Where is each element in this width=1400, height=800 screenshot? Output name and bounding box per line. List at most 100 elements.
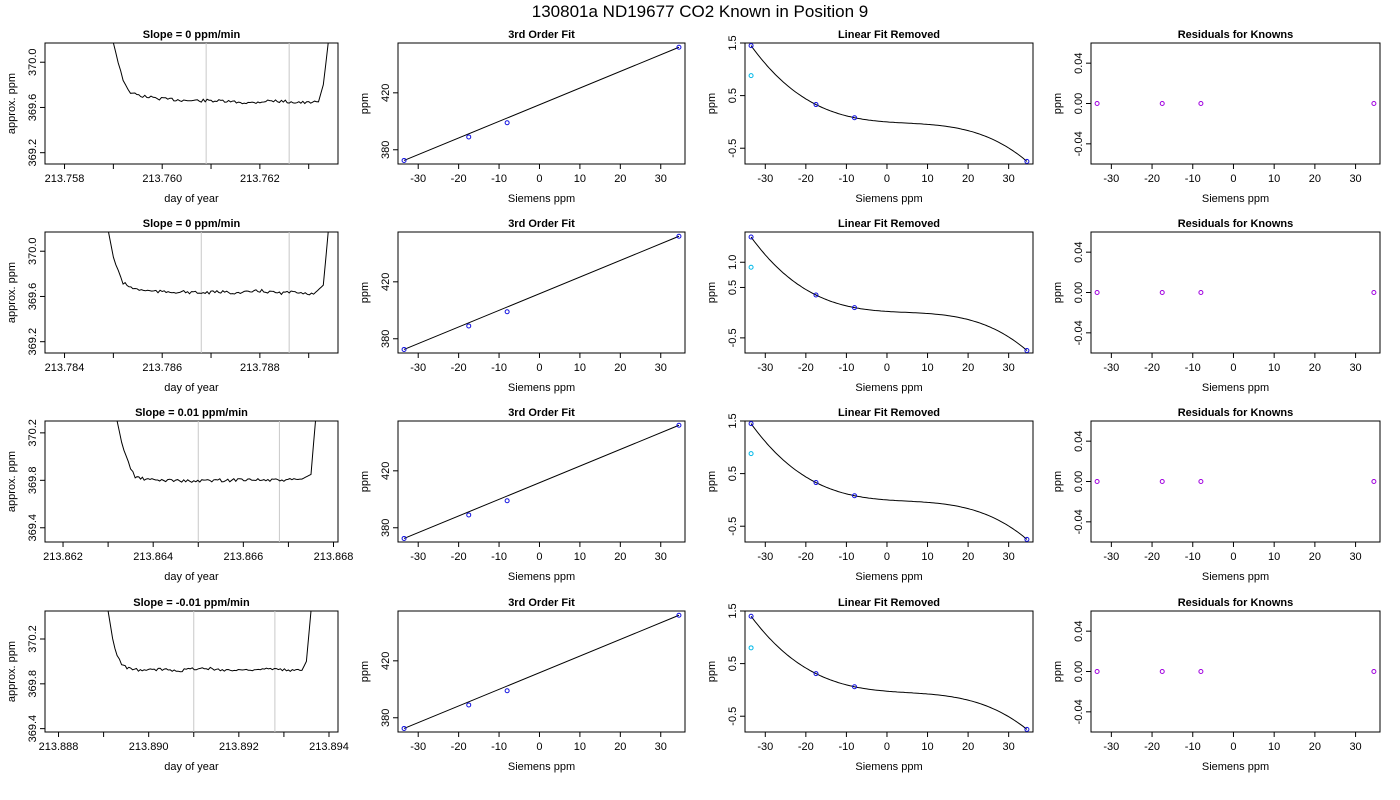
row3-fit-point bbox=[466, 512, 472, 518]
row2-fit-ytick-label: 380 bbox=[380, 330, 392, 348]
row1-residuals-ytick-label: -0.04 bbox=[1073, 131, 1085, 156]
row1-residuals-frame bbox=[1090, 42, 1381, 165]
row2-linear-fit-removed-point bbox=[852, 305, 858, 311]
row3-fit-xlabel: Siemens ppm bbox=[508, 571, 575, 583]
row3-residuals-xtick-label: 20 bbox=[1309, 551, 1321, 563]
row1-linear-fit-removed-panel: Linear Fit Removed -30 -20 -10 0 10 20 30 -0.5 0.… bbox=[706, 29, 1034, 205]
row3-linear-fit-removed-point bbox=[1024, 536, 1030, 542]
row4-residuals-ytick-label: 0.00 bbox=[1073, 661, 1085, 682]
row3-linear-fit-removed-xtick-label: -30 bbox=[757, 551, 773, 563]
row2-timeseries-panel: Slope = 0 ppm/min 213.784 213.786 213.788 36… bbox=[6, 218, 339, 394]
row4-residuals-ylabel: ppm bbox=[1052, 661, 1064, 682]
row1-fit-xtick-label: -10 bbox=[491, 173, 507, 185]
row3-residuals-xtick-label: -10 bbox=[1185, 551, 1201, 563]
row3-fit-ylabel: ppm bbox=[359, 471, 371, 492]
row3-linear-fit-removed-ylabel: ppm bbox=[706, 471, 718, 492]
row4-residuals-point bbox=[1159, 669, 1165, 674]
row1-linear-fit-removed-xtick-label: -30 bbox=[757, 173, 773, 185]
row4-timeseries-frame bbox=[44, 610, 339, 733]
row2-residuals-ytick-label: 0.00 bbox=[1073, 282, 1085, 303]
row2-fit-point bbox=[466, 323, 472, 329]
row1-fit-plot-area bbox=[401, 44, 682, 163]
row4-linear-fit-removed-point bbox=[748, 613, 754, 619]
row1-linear-fit-removed-title: Linear Fit Removed bbox=[838, 29, 940, 41]
row1-linear-fit-removed-ytick-label: 0.5 bbox=[727, 88, 739, 103]
row3-timeseries-trace bbox=[116, 421, 316, 483]
row4-fit-ytick-label: 380 bbox=[380, 709, 392, 727]
row4-linear-fit-removed-ylabel: ppm bbox=[706, 661, 718, 682]
row4-fit-panel: 3rd Order Fit -30 -20 -10 0 10 20 30 380 420 Sieme… bbox=[359, 597, 686, 773]
row4-residuals-ytick-label: -0.04 bbox=[1073, 699, 1085, 724]
row1-fit-point bbox=[466, 134, 472, 140]
row1-residuals-xtick-label: 10 bbox=[1268, 173, 1280, 185]
row1-residuals-ytick-label: 0.04 bbox=[1073, 52, 1085, 73]
row2-linear-fit-removed-xtick-label: -20 bbox=[798, 362, 814, 374]
row3-linear-fit-removed-raw-point bbox=[748, 451, 754, 457]
row4-linear-fit-removed-ytick-label: -0.5 bbox=[727, 707, 739, 726]
row3-linear-fit-removed-frame bbox=[744, 420, 1034, 543]
row2-residuals-frame bbox=[1090, 231, 1381, 354]
row3-timeseries-xtick-label: 213.868 bbox=[314, 551, 354, 563]
row3-timeseries-xtick-label: 213.862 bbox=[43, 551, 83, 563]
row1-timeseries-title: Slope = 0 ppm/min bbox=[143, 29, 241, 41]
row3-residuals-frame bbox=[1090, 420, 1381, 543]
row1-timeseries-xtick-label: 213.762 bbox=[240, 173, 280, 185]
row3-fit-fit-line bbox=[403, 424, 680, 539]
row2-fit-point bbox=[401, 346, 407, 352]
row3-residuals-ylabel: ppm bbox=[1052, 471, 1064, 492]
row2-linear-fit-removed-ytick-label: 0.5 bbox=[727, 280, 739, 295]
row3-residuals-title: Residuals for Knowns bbox=[1178, 407, 1294, 419]
row4-residuals-xtick-label: 20 bbox=[1309, 741, 1321, 753]
row4-fit-xtick-label: 30 bbox=[655, 741, 667, 753]
row2-linear-fit-removed-point bbox=[813, 292, 819, 298]
row4-residuals-xtick-label: -20 bbox=[1144, 741, 1160, 753]
row4-fit-plot-area bbox=[401, 612, 682, 731]
row3-linear-fit-removed-ytick-label: 1.5 bbox=[727, 413, 739, 428]
row2-residuals-ytick-label: -0.04 bbox=[1073, 320, 1085, 345]
row2-fit-xlabel: Siemens ppm bbox=[508, 382, 575, 394]
row3-residuals-point bbox=[1198, 479, 1204, 484]
row2-linear-fit-removed-panel: Linear Fit Removed -30 -20 -10 0 10 20 30 -0.5 0.… bbox=[706, 218, 1034, 394]
row2-residuals-point bbox=[1371, 290, 1377, 295]
row2-linear-fit-removed-point bbox=[748, 234, 754, 240]
row2-residuals-point bbox=[1159, 290, 1165, 295]
row2-linear-fit-removed-xtick-label: 30 bbox=[1003, 362, 1015, 374]
row4-linear-fit-removed-frame bbox=[744, 610, 1034, 733]
row3-timeseries-ytick-label: 370.2 bbox=[27, 419, 39, 447]
row4-residuals-xtick-label: 0 bbox=[1230, 741, 1236, 753]
row3-residuals-xtick-label: -20 bbox=[1144, 551, 1160, 563]
row1-residuals-ylabel: ppm bbox=[1052, 93, 1064, 114]
row2-timeseries-trace bbox=[108, 232, 329, 296]
row3-residuals-xtick-label: -30 bbox=[1103, 551, 1119, 563]
row4-linear-fit-removed-panel: Linear Fit Removed -30 -20 -10 0 10 20 30 -0.5 0.… bbox=[706, 597, 1034, 773]
row1-residuals-plot-area bbox=[1094, 101, 1377, 106]
row1-linear-fit-removed-raw-point bbox=[748, 73, 754, 79]
row3-linear-fit-removed-plot-area bbox=[748, 421, 1030, 542]
row4-fit-xtick-label: 20 bbox=[614, 741, 626, 753]
row4-fit-point bbox=[504, 688, 510, 694]
row3-residuals-ytick-label: -0.04 bbox=[1073, 509, 1085, 534]
row4-residuals-point bbox=[1371, 669, 1377, 674]
row1-fit-xtick-label: 20 bbox=[614, 173, 626, 185]
row4-timeseries-xtick-label: 213.892 bbox=[219, 741, 259, 753]
row4-linear-fit-removed-xtick-label: -20 bbox=[798, 741, 814, 753]
row3-fit-ytick-label: 380 bbox=[380, 519, 392, 537]
row2-residuals-xtick-label: 0 bbox=[1230, 362, 1236, 374]
row2-timeseries-xtick-label: 213.788 bbox=[240, 362, 280, 374]
row2-fit-frame bbox=[397, 231, 686, 354]
row1-linear-fit-removed-point bbox=[1024, 158, 1030, 164]
row3-residuals-point bbox=[1371, 479, 1377, 484]
row4-fit-fit-line bbox=[403, 614, 680, 729]
row1-linear-fit-removed-xtick-label: -10 bbox=[838, 173, 854, 185]
figure-title: 130801a ND19677 CO2 Known in Position 9 bbox=[532, 2, 868, 21]
row2-timeseries-ytick-label: 370.0 bbox=[27, 237, 39, 265]
row1-timeseries-ytick-label: 369.6 bbox=[27, 94, 39, 122]
row2-timeseries-plot-area bbox=[108, 232, 329, 353]
row4-fit-ytick-label: 420 bbox=[380, 652, 392, 670]
row3-fit-xtick-label: 20 bbox=[614, 551, 626, 563]
row3-linear-fit-removed-point bbox=[813, 480, 819, 486]
row2-residuals-xtick-label: -10 bbox=[1185, 362, 1201, 374]
row2-linear-fit-removed-plot-area bbox=[748, 234, 1030, 353]
row3-linear-fit-removed-xtick-label: 30 bbox=[1003, 551, 1015, 563]
row4-fit-title: 3rd Order Fit bbox=[508, 597, 575, 609]
